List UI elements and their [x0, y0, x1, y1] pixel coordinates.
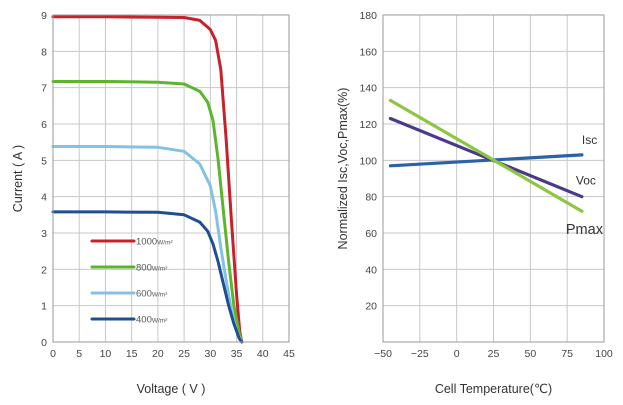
iv-y-tick-label: 6	[41, 119, 47, 131]
iv-legend-value: 1000	[136, 237, 157, 248]
temp-y-tick-label: 40	[365, 264, 377, 276]
iv-legend-label: 1000W/m²	[136, 237, 173, 248]
iv-x-tick-label: 10	[100, 348, 112, 360]
iv-y-tick-label: 0	[41, 337, 47, 349]
temp-grid	[382, 14, 605, 342]
temp-series-line-pmax	[388, 98, 584, 213]
iv-y-tick-label: 5	[41, 155, 47, 167]
iv-x-tick-label: 25	[178, 348, 190, 360]
iv-legend-label: 600W/m²	[136, 289, 168, 300]
iv-y-tick-label: 3	[41, 228, 47, 240]
temp-y-tick-label: 160	[359, 46, 377, 58]
iv-legend-unit: W/m²	[152, 318, 168, 325]
iv-grid	[52, 14, 290, 343]
temp-y-tick-label: 20	[365, 301, 377, 313]
iv-series-lines	[51, 15, 244, 344]
temp-x-axis-label: Cell Temperature(℃)	[435, 382, 552, 396]
temp-y-tick-label: 100	[359, 155, 377, 167]
temp-series-label-voc: Voc	[576, 174, 596, 188]
iv-legend-unit: W/m²	[152, 292, 168, 299]
iv-x-tick-label: 40	[257, 348, 269, 360]
temp-y-tick-label: 120	[359, 119, 377, 131]
temp-y-tick-label: 80	[365, 192, 377, 204]
iv-x-tick-label: 0	[50, 348, 56, 360]
temperature-chart: −50 −25 0 25 50 75 10020406080100120140160180 …	[336, 10, 613, 396]
iv-x-tick-label: 30	[204, 348, 216, 360]
temp-x-tick-label: −25	[411, 348, 429, 360]
temp-y-tick-label: 60	[365, 228, 377, 240]
iv-legend-label: 800W/m²	[136, 263, 168, 274]
iv-legend-label: 400W/m²	[136, 315, 168, 326]
temp-x-tick-label: 100	[595, 348, 613, 360]
temp-y-tick-label: 180	[359, 10, 377, 22]
iv-y-tick-label: 1	[41, 301, 47, 313]
iv-y-tick-label: 8	[41, 46, 47, 58]
temp-y-axis-label: Normalized Isc,Voc,Pmax(%)	[336, 88, 350, 250]
temp-plot-frame	[382, 14, 605, 343]
iv-y-tick-label: 4	[41, 192, 47, 204]
iv-y-tick-label: 9	[41, 10, 47, 22]
iv-legend-unit: W/m²	[157, 240, 173, 247]
temp-series-lines	[388, 98, 584, 213]
iv-series-line-400	[51, 210, 244, 344]
temp-series-label-pmax: Pmax	[566, 222, 604, 238]
iv-x-tick-label: 35	[231, 348, 243, 360]
temp-x-tick-label: 50	[524, 348, 536, 360]
iv-x-tick-label: 45	[283, 348, 295, 360]
temp-x-tick-label: 0	[454, 348, 460, 360]
iv-x-tick-label: 5	[76, 348, 82, 360]
temp-series-label-isc: Isc	[582, 133, 597, 147]
temp-tick-labels: −50 −25 0 25 50 75 100 20 40 60 80 100 120 140 160 180	[359, 10, 612, 360]
iv-series-line-1000	[51, 15, 244, 344]
iv-legend-unit: W/m²	[152, 266, 168, 273]
iv-plot-frame	[52, 14, 290, 343]
iv-y-axis-label: Current ( A )	[11, 145, 25, 212]
iv-legend-value: 400	[136, 315, 152, 326]
temp-x-tick-label: 25	[488, 348, 500, 360]
temp-series-labels: Isc Voc Pmax	[566, 133, 604, 238]
iv-x-tick-label: 15	[126, 348, 138, 360]
temp-series-line-isc	[388, 153, 584, 168]
iv-x-tick-label: 20	[152, 348, 164, 360]
iv-legend-value: 800	[136, 263, 152, 274]
temp-x-tick-label: −50	[374, 348, 392, 360]
temp-y-tick-label: 140	[359, 83, 377, 95]
iv-series-line-800	[51, 80, 244, 344]
temp-x-tick-label: 75	[561, 348, 573, 360]
iv-x-axis-label: Voltage ( V )	[137, 382, 206, 396]
iv-y-tick-label: 2	[41, 264, 47, 276]
iv-legend-value: 600	[136, 289, 152, 300]
iv-y-tick-label: 7	[41, 83, 47, 95]
